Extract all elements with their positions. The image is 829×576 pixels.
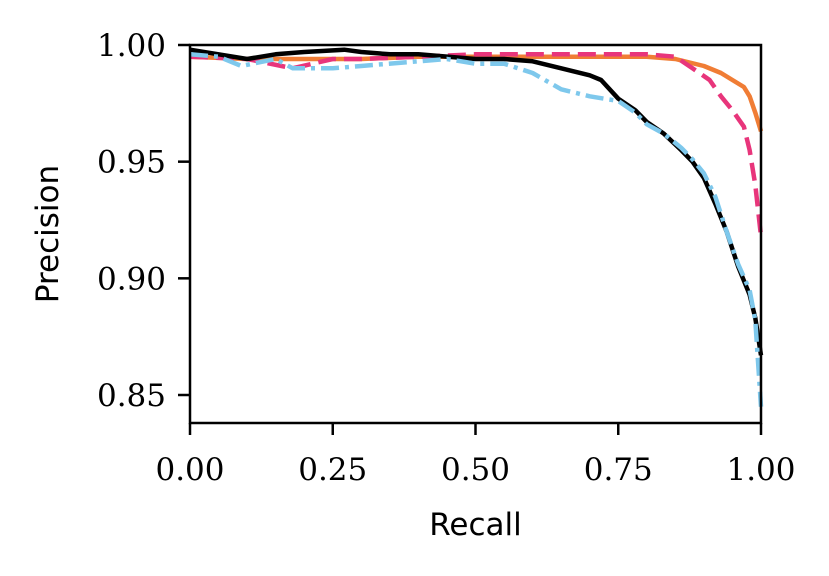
x-tick-label: 1.00 bbox=[726, 452, 795, 488]
series-line-4 bbox=[189, 52, 764, 407]
x-axis-ticks: 0.00 0.25 0.50 0.75 1.00 bbox=[155, 423, 796, 488]
y-axis-label: Precision bbox=[30, 165, 66, 303]
x-tick-label: 0.50 bbox=[441, 452, 510, 488]
series-line-2 bbox=[189, 52, 764, 237]
x-tick-label: 0.25 bbox=[298, 452, 367, 488]
series-layer bbox=[189, 47, 764, 407]
x-tick-label: 0.00 bbox=[155, 452, 224, 488]
series-line-3 bbox=[189, 47, 764, 356]
plot-area: 0.00 0.25 0.50 0.75 1.00 1.00 0.95 0.90 0.85 bbox=[97, 28, 796, 488]
y-tick-label: 0.90 bbox=[97, 261, 166, 297]
y-tick-label: 0.95 bbox=[97, 145, 166, 181]
axes-frame bbox=[188, 43, 763, 425]
y-axis-ticks: 1.00 0.95 0.90 0.85 bbox=[97, 28, 190, 414]
y-tick-label: 0.85 bbox=[97, 378, 166, 414]
series-line-1 bbox=[189, 54, 764, 132]
x-axis-label: Recall bbox=[429, 507, 522, 543]
x-tick-label: 0.75 bbox=[584, 452, 653, 488]
y-tick-label: 1.00 bbox=[97, 28, 166, 64]
